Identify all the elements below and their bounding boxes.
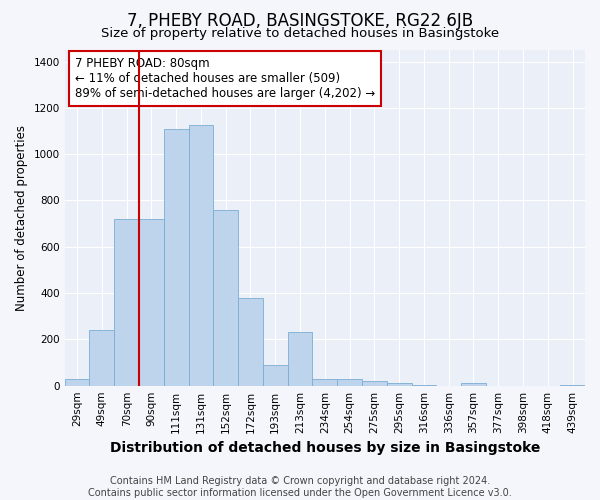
Bar	[461, 384, 486, 386]
Bar	[188, 125, 214, 386]
Bar	[164, 128, 188, 386]
Bar	[387, 384, 412, 386]
Bar	[287, 332, 313, 386]
Bar	[114, 219, 139, 386]
Bar	[263, 365, 287, 386]
Bar	[238, 298, 263, 386]
Bar	[65, 378, 89, 386]
Bar	[214, 210, 238, 386]
X-axis label: Distribution of detached houses by size in Basingstoke: Distribution of detached houses by size …	[110, 441, 540, 455]
Bar	[412, 384, 436, 386]
Bar	[89, 330, 114, 386]
Text: 7 PHEBY ROAD: 80sqm
← 11% of detached houses are smaller (509)
89% of semi-detac: 7 PHEBY ROAD: 80sqm ← 11% of detached ho…	[75, 56, 376, 100]
Bar	[560, 385, 585, 386]
Text: 7, PHEBY ROAD, BASINGSTOKE, RG22 6JB: 7, PHEBY ROAD, BASINGSTOKE, RG22 6JB	[127, 12, 473, 30]
Bar	[362, 381, 387, 386]
Bar	[313, 378, 337, 386]
Text: Contains HM Land Registry data © Crown copyright and database right 2024.
Contai: Contains HM Land Registry data © Crown c…	[88, 476, 512, 498]
Bar	[139, 219, 164, 386]
Bar	[337, 378, 362, 386]
Text: Size of property relative to detached houses in Basingstoke: Size of property relative to detached ho…	[101, 28, 499, 40]
Y-axis label: Number of detached properties: Number of detached properties	[15, 125, 28, 311]
